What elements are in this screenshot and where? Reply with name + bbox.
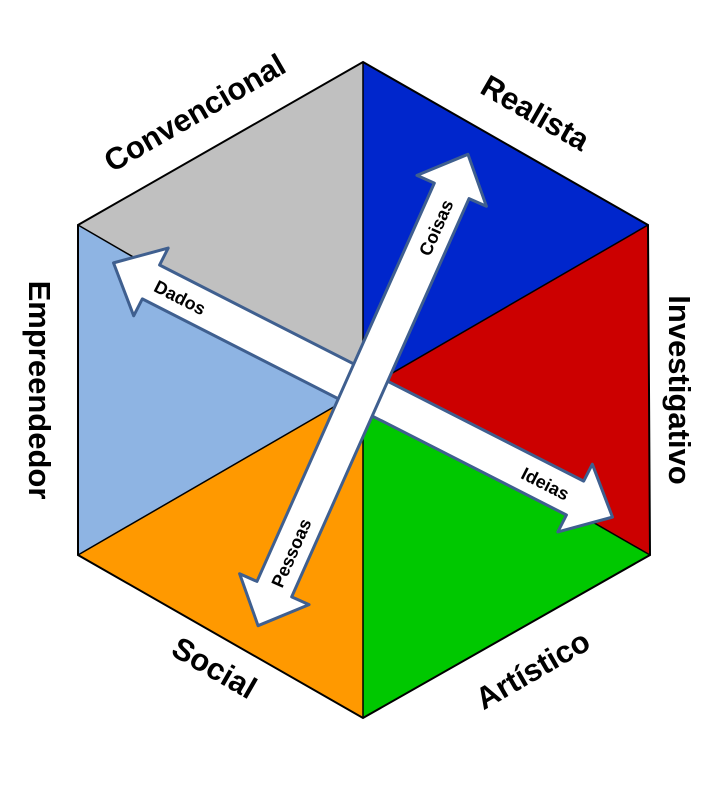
wedge-empreendedor [78, 225, 363, 555]
wedge-artistico [363, 390, 650, 718]
coisas-pessoas-arrow-shape [238, 152, 488, 628]
wedge-convencional [78, 62, 363, 390]
wedge-realista [363, 62, 648, 390]
wedge-social [78, 390, 363, 718]
label-investigativo: Investigativo [662, 295, 697, 485]
wedge-investigativo [363, 225, 650, 555]
label-empreendedor: Empreendedor [22, 281, 57, 500]
